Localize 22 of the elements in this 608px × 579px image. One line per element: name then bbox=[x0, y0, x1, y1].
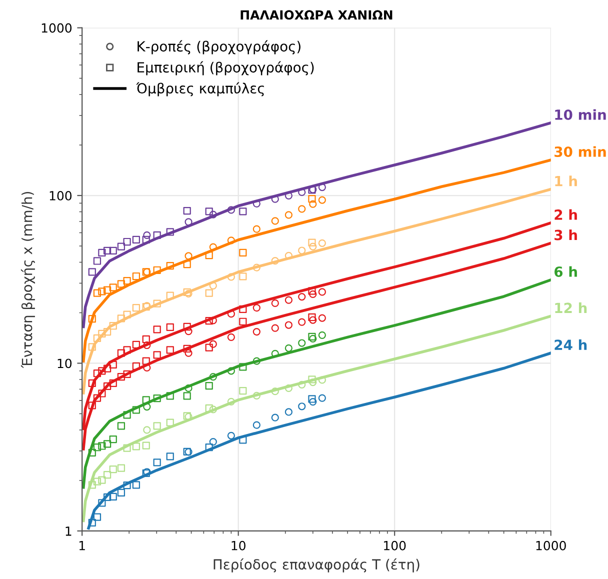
x-tick-label: 1000 bbox=[536, 540, 566, 550]
series-label: 10 min bbox=[555, 109, 606, 120]
legend-label: Όμβριες καμπύλες bbox=[136, 82, 264, 96]
y-axis-title: Ένταση βροχής x (mm/h) bbox=[20, 192, 35, 368]
series-label: 24 h bbox=[554, 339, 587, 350]
legend-label: Κ-ροπές (βροχογράφος) bbox=[138, 40, 300, 54]
series-label: 6 h bbox=[554, 266, 577, 277]
x-tick-label: 1 bbox=[79, 541, 85, 550]
y-tick-label: 1000 bbox=[42, 23, 72, 33]
y-tick-label: 10 bbox=[58, 358, 72, 368]
series-label: 1 h bbox=[555, 176, 577, 186]
x-axis-title: Περίοδος επαναφοράς T (έτη) bbox=[214, 558, 420, 572]
chart-title: ΠΑΛΑΙΟΧΩΡΑ ΧΑΝΙΩΝ bbox=[240, 10, 392, 20]
x-tick-label: 100 bbox=[384, 540, 406, 550]
y-tick-label: 100 bbox=[50, 190, 72, 200]
x-tick-label: 10 bbox=[232, 540, 246, 550]
series-label: 30 min bbox=[554, 146, 606, 158]
legend-label: Εμπειρική (βροχογράφος) bbox=[138, 61, 314, 76]
series-label: 12 h bbox=[555, 302, 587, 313]
y-tick-label: 1 bbox=[66, 526, 72, 536]
series-label: 3 h bbox=[554, 229, 577, 240]
series-label: 2 h bbox=[554, 209, 577, 220]
